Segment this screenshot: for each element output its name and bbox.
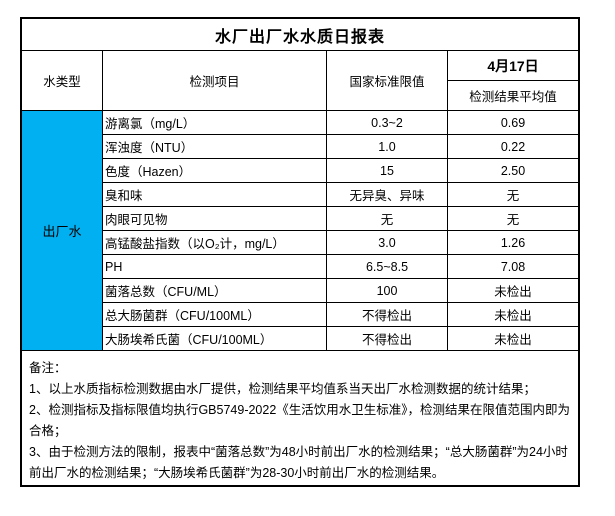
table-row-standard: 100 — [327, 279, 448, 303]
table-row-result: 未检出 — [448, 303, 578, 327]
table-row-item: 肉眼可见物 — [103, 207, 327, 231]
table-row-item: PH — [103, 255, 327, 279]
table-row-standard: 无 — [327, 207, 448, 231]
water-quality-report-table: 水厂出厂水水质日报表 水类型 检测项目 国家标准限值 4月17日 检测结果平均值… — [20, 17, 580, 487]
table-row-result: 未检出 — [448, 327, 578, 351]
note-line: 3、由于检测方法的限制，报表中“菌落总数”为48小时前出厂水的检测结果；“总大肠… — [29, 445, 568, 480]
table-row-item: 游离氯（mg/L） — [103, 111, 327, 135]
table-row-item: 臭和味 — [103, 183, 327, 207]
table-row-result: 2.50 — [448, 159, 578, 183]
table-row-item: 高锰酸盐指数（以O₂计，mg/L） — [103, 231, 327, 255]
table-row-standard: 不得检出 — [327, 327, 448, 351]
table-row-result: 无 — [448, 207, 578, 231]
table-row-result: 7.08 — [448, 255, 578, 279]
report-title: 水厂出厂水水质日报表 — [22, 19, 578, 51]
water-type-cell: 出厂水 — [22, 111, 103, 351]
table-row-standard: 1.0 — [327, 135, 448, 159]
table-row-standard: 6.5~8.5 — [327, 255, 448, 279]
table-row-item: 色度（Hazen） — [103, 159, 327, 183]
table-row-item: 浑浊度（NTU） — [103, 135, 327, 159]
table-row-standard: 无异臭、异味 — [327, 183, 448, 207]
table-row-result: 1.26 — [448, 231, 578, 255]
table-row-result: 0.22 — [448, 135, 578, 159]
table-row-result: 未检出 — [448, 279, 578, 303]
table-row-item: 大肠埃希氏菌（CFU/100ML） — [103, 327, 327, 351]
notes-label: 备注： — [29, 361, 67, 375]
table-row-standard: 0.3~2 — [327, 111, 448, 135]
notes-section: 备注： 1、以上水质指标检测数据由水厂提供，检测结果平均值系当天出厂水检测数据的… — [22, 351, 578, 485]
header-item: 检测项目 — [103, 51, 327, 111]
table-row-standard: 不得检出 — [327, 303, 448, 327]
header-date: 4月17日 — [448, 51, 578, 81]
table-row-standard: 3.0 — [327, 231, 448, 255]
header-water-type: 水类型 — [22, 51, 103, 111]
header-result-average: 检测结果平均值 — [448, 81, 578, 111]
table-row-result: 0.69 — [448, 111, 578, 135]
header-standard: 国家标准限值 — [327, 51, 448, 111]
note-line: 1、以上水质指标检测数据由水厂提供，检测结果平均值系当天出厂水检测数据的统计结果… — [29, 382, 536, 396]
note-line: 2、检测指标及指标限值均执行GB5749-2022《生活饮用水卫生标准》，检测结… — [29, 403, 571, 438]
table-row-item: 菌落总数（CFU/ML） — [103, 279, 327, 303]
table-row-result: 无 — [448, 183, 578, 207]
table-row-standard: 15 — [327, 159, 448, 183]
table-row-item: 总大肠菌群（CFU/100ML） — [103, 303, 327, 327]
